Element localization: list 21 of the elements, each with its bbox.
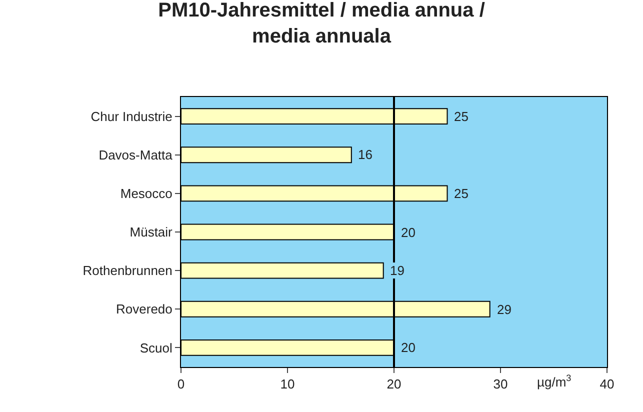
x-axis-title: µg/m$^{3}$ xyxy=(537,373,572,390)
x-tick-label: 40 xyxy=(600,376,614,392)
data-label: 29 xyxy=(497,302,512,317)
x-tick-label: 0 xyxy=(177,376,185,392)
data-label: 20 xyxy=(401,340,416,355)
y-tick-label: Müstair xyxy=(130,224,174,240)
y-tick-label: Scuol xyxy=(140,340,172,356)
data-label: 25 xyxy=(454,109,468,124)
data-label: 16 xyxy=(358,147,372,162)
y-tick-label: Mesocco xyxy=(120,186,172,201)
x-tick-label: 30 xyxy=(493,376,508,392)
y-tick-label: Chur Industrie xyxy=(90,108,172,124)
data-label: 25 xyxy=(454,186,468,201)
data-label: 20 xyxy=(401,225,416,240)
x-tick-label: 20 xyxy=(386,376,402,392)
y-tick-label: Roveredo xyxy=(116,302,172,317)
chart-title: PM10-Jahresmittel / media annua / media annuala xyxy=(158,0,486,48)
y-tick-label: Rothenbrunnen xyxy=(82,263,172,278)
x-tick-label: 10 xyxy=(280,376,295,392)
y-tick-label: Davos-Matta xyxy=(98,147,174,162)
data-label: 19 xyxy=(390,263,404,278)
